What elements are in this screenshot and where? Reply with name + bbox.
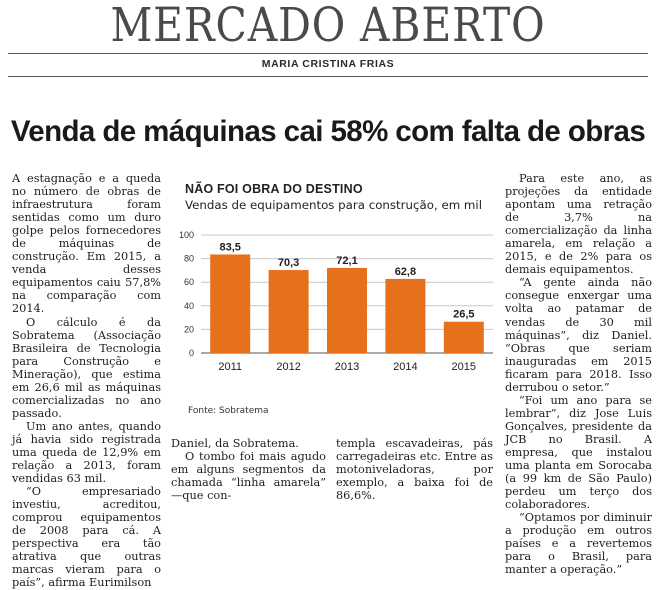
chart-source: Fonte: Sobratema [188, 406, 269, 416]
paragraph: “A gente ainda não consegue enxergar uma… [505, 276, 652, 394]
x-tick-label: 2014 [393, 361, 417, 373]
column-right: Para este ano, as projeções da entidade … [505, 172, 652, 576]
column-middle-b: templa escavadeiras, pás carregadeiras e… [336, 437, 493, 502]
bar-value-label: 70,3 [278, 257, 299, 269]
bar-value-label: 83,5 [219, 241, 240, 253]
paragraph: Daniel, da Sobratema. [171, 437, 299, 450]
bar [385, 278, 426, 353]
y-tick-label: 0 [189, 348, 194, 358]
bar [210, 254, 251, 353]
bar-value-label: 72,1 [336, 255, 357, 267]
paragraph: O cálculo é da Sobratema (Associação Bra… [12, 315, 161, 420]
paragraph: “O empresariado investiu, acreditou, com… [12, 485, 161, 590]
column-left: A estagnação e a queda no número de obra… [12, 172, 161, 590]
bar-value-label: 26,5 [453, 309, 474, 321]
bar-value-label: 62,8 [395, 266, 416, 278]
y-tick-label: 40 [184, 301, 194, 311]
bar [443, 321, 484, 353]
masthead-title: MERCADO ABERTO [110, 0, 546, 53]
bar [327, 267, 367, 353]
paragraph: templa escavadeiras, pás carregadeiras e… [336, 437, 493, 503]
paragraph: O tombo foi mais agudo em alguns segment… [171, 450, 326, 503]
paragraph: A estagnação e a queda no número de obra… [12, 172, 161, 316]
masthead-rule-bottom [8, 76, 648, 77]
y-tick-label: 20 [184, 324, 194, 334]
paragraph: Um ano antes, quando já havia sido regis… [12, 419, 161, 486]
headline: Venda de máquinas cai 58% com falta de o… [10, 115, 646, 148]
paragraph: “Optamos por diminuir a produção em outr… [505, 511, 652, 577]
masthead-rule-top [8, 53, 648, 54]
chart: NÃO FOI OBRA DO DESTINO Vendas de equipa… [171, 178, 504, 430]
x-tick-label: 2013 [335, 361, 359, 373]
bar [268, 270, 309, 353]
x-tick-label: 2012 [276, 361, 300, 373]
column-middle-a: Daniel, da Sobratema. O tombo foi mais a… [171, 437, 326, 502]
masthead: MERCADO ABERTO MARIA CRISTINA FRIAS [0, 0, 656, 82]
chart-title: NÃO FOI OBRA DO DESTINO [185, 182, 363, 196]
y-tick-label: 100 [179, 230, 194, 240]
bar-chart: 0 20 40 60 80 100 83,5 2011 70,3 2012 72,1 2013 62,8… [179, 230, 493, 373]
x-tick-label: 2015 [452, 361, 476, 373]
chart-subtitle: Vendas de equipamentos para construção, … [185, 198, 482, 212]
y-tick-label: 80 [184, 254, 194, 264]
paragraph: Para este ano, as projeções da entidade … [505, 172, 652, 277]
byline: MARIA CRISTINA FRIAS [261, 58, 395, 70]
x-tick-label: 2011 [218, 361, 242, 373]
y-tick-label: 60 [184, 277, 194, 287]
paragraph: “Foi um ano para se lembrar”, diz Jose L… [505, 393, 652, 512]
